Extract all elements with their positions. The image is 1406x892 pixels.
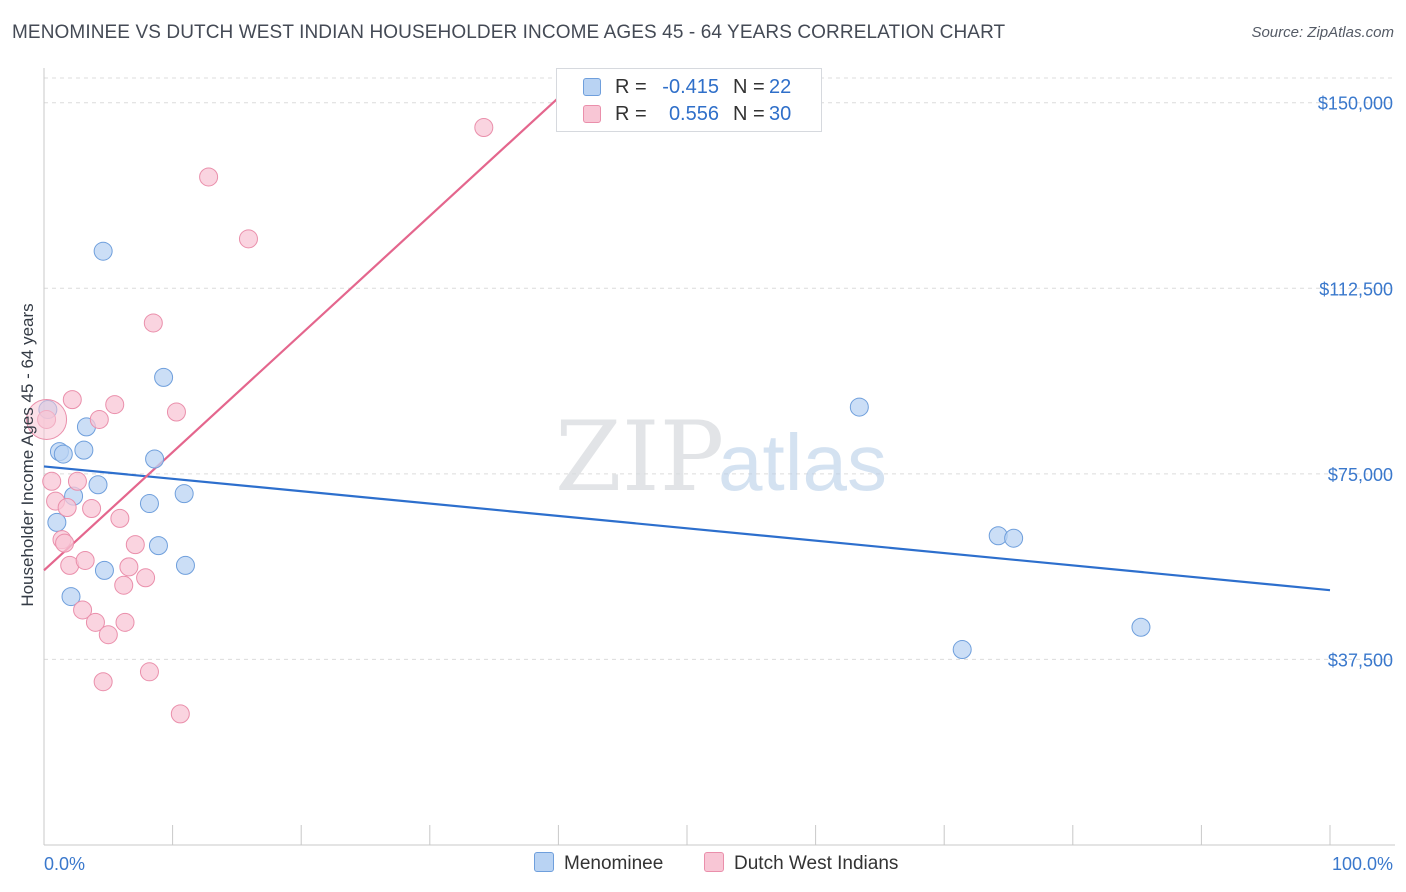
menominee-point (1131, 617, 1151, 637)
dutch-point (105, 395, 125, 415)
menominee-point (88, 475, 108, 495)
menominee-point (139, 494, 159, 514)
axes (43, 68, 1395, 846)
menominee-point (175, 555, 195, 575)
data-points (26, 117, 1151, 724)
dutch-point (170, 704, 190, 724)
dutch-point (114, 575, 134, 595)
dutch-point (75, 550, 95, 570)
dutch-point (57, 498, 77, 518)
legend-row-menominee: R = -0.415 N = 22 (557, 76, 821, 100)
menominee-trend-line (43, 465, 1331, 592)
dutch-point (238, 229, 258, 249)
dutch-legend-swatch (704, 852, 724, 872)
y-tick-label: $112,500 (1319, 279, 1393, 299)
dutch-legend-label: Dutch West Indians (734, 853, 899, 874)
source-label: Source: ZipAtlas.com (1251, 24, 1394, 41)
dutch-point (166, 402, 186, 422)
y-tick-label: $150,000 (1318, 94, 1393, 114)
chart-title: MENOMINEE VS DUTCH WEST INDIAN HOUSEHOLD… (12, 22, 1006, 43)
dutch-point (93, 672, 113, 692)
r-label: R = (615, 103, 647, 125)
menominee-point (849, 397, 869, 417)
legend-item-menominee: Menominee (534, 852, 663, 875)
y-tick-label: $37,500 (1328, 650, 1393, 670)
dutch-point (62, 390, 82, 410)
watermark-zip: ZIP (555, 401, 724, 513)
menominee-point (61, 587, 81, 607)
dutch-point (139, 662, 159, 682)
legend-row-dutch: R = 0.556 N = 30 (557, 103, 821, 127)
dutch-point (474, 117, 494, 137)
r-value: 0.556 (668, 103, 719, 125)
menominee-swatch (583, 78, 601, 96)
dutch-point (42, 471, 62, 491)
dutch-point (89, 409, 109, 429)
x-tick-label-max: 100.0% (1332, 854, 1393, 874)
menominee-point (47, 512, 67, 532)
dutch-point (73, 600, 93, 620)
y-axis-title: Householder Income Ages 45 - 64 years (18, 303, 37, 607)
dutch-point-cluster (26, 398, 68, 440)
dutch-point (82, 499, 102, 519)
r-label: R = (615, 76, 647, 98)
menominee-point (174, 484, 194, 504)
tick-labels: $150,000 $112,500 $75,000 $37,500 0.0% 100.0% (44, 94, 1393, 874)
correlation-legend: R = -0.415 N = 22 R = 0.556 N = 30 (556, 68, 822, 132)
dutch-point (85, 612, 105, 632)
y-tick-label: $75,000 (1328, 465, 1393, 485)
menominee-point (94, 560, 114, 580)
menominee-point (93, 241, 113, 261)
watermark-atlas: atlas (718, 418, 887, 507)
dutch-point (98, 625, 118, 645)
dutch-point (125, 535, 145, 555)
menominee-legend-swatch (534, 852, 554, 872)
menominee-point (1004, 528, 1024, 548)
dutch-point (115, 612, 135, 632)
menominee-point (74, 440, 94, 460)
x-tick-label-min: 0.0% (44, 854, 85, 874)
dutch-point (199, 167, 219, 187)
grid-lines (44, 77, 1395, 660)
n-label: N = (733, 76, 765, 98)
menominee-point (952, 640, 972, 660)
dutch-point (55, 533, 75, 553)
dutch-point (119, 557, 139, 577)
menominee-point (53, 444, 73, 464)
dutch-point (67, 471, 87, 491)
n-value: 22 (769, 76, 792, 98)
menominee-point (154, 367, 174, 387)
menominee-point (148, 536, 168, 556)
dutch-point (110, 508, 130, 528)
dutch-point (143, 313, 163, 333)
r-value: -0.415 (662, 76, 719, 98)
dutch-swatch (583, 105, 601, 123)
n-value: 30 (769, 103, 792, 125)
legend-item-dutch: Dutch West Indians (704, 852, 898, 875)
dutch-trend-line (43, 96, 560, 572)
menominee-point (145, 449, 165, 469)
watermark: ZIP atlas (555, 401, 887, 513)
n-label: N = (733, 103, 765, 125)
trend-lines (43, 96, 1331, 592)
menominee-legend-label: Menominee (564, 853, 664, 874)
dutch-point (136, 568, 156, 588)
